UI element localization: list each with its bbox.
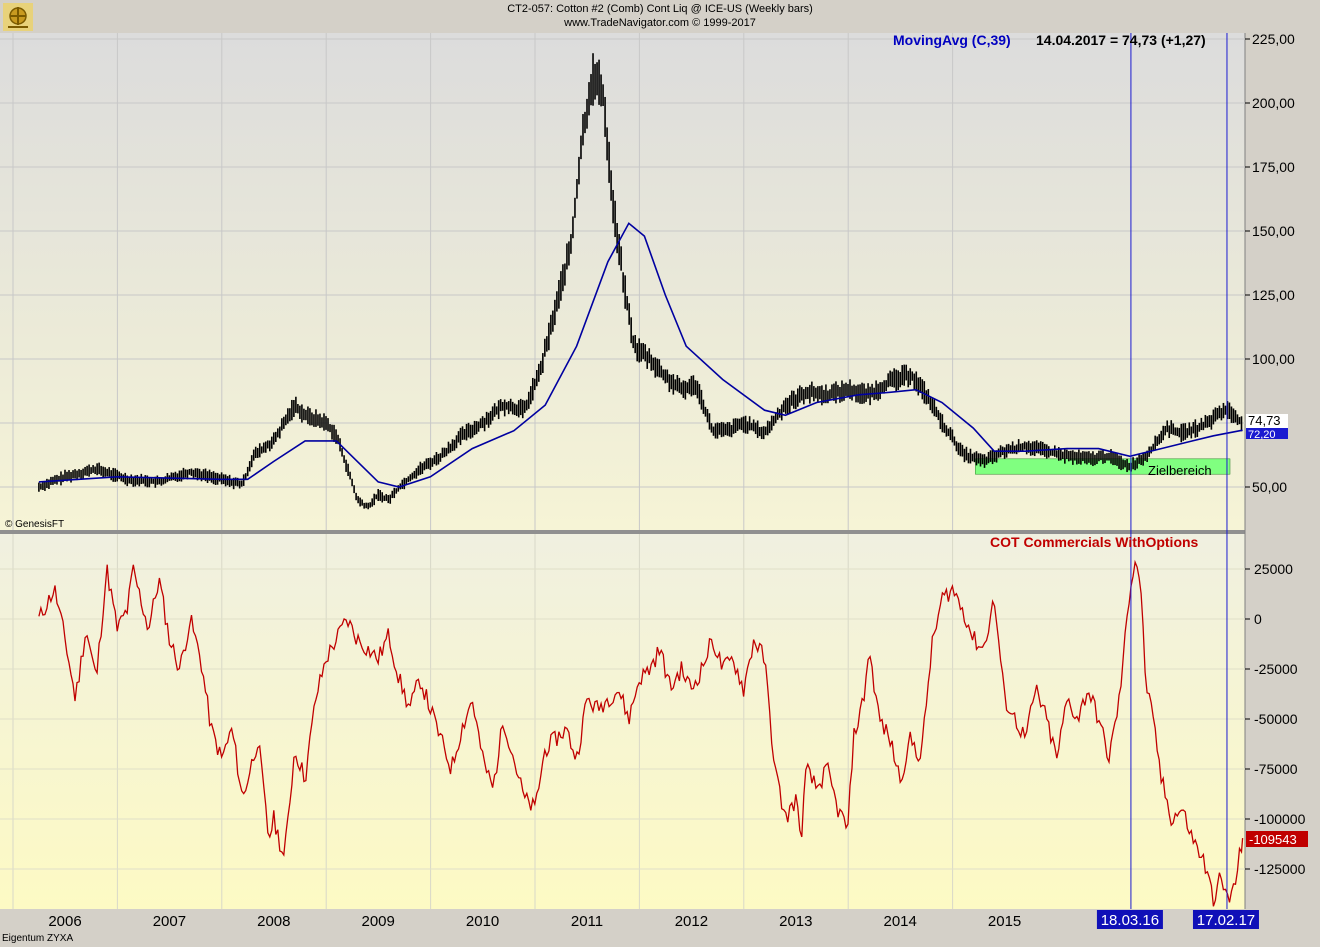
x-tick-label: 2009 bbox=[362, 913, 395, 930]
cot-tick-label: 0 bbox=[1254, 611, 1262, 627]
last-price-badge bbox=[1246, 414, 1288, 428]
date-marker-badge[interactable] bbox=[1096, 910, 1163, 929]
price-tick-label: 125,00 bbox=[1252, 287, 1295, 303]
x-tick-label: 2013 bbox=[779, 913, 812, 930]
cot-tick-label: -75000 bbox=[1254, 761, 1298, 777]
x-tick-label: 2008 bbox=[257, 913, 290, 930]
cot-label: COT Commercials WithOptions bbox=[990, 534, 1199, 550]
ma-value-badge bbox=[1246, 428, 1288, 439]
indicator-value: 14.04.2017 = 74,73 (+1,27) bbox=[1036, 32, 1206, 48]
panel-divider[interactable] bbox=[0, 530, 1245, 534]
chart-title: CT2-057: Cotton #2 (Comb) Cont Liq @ ICE… bbox=[507, 3, 813, 15]
x-tick-label: 2007 bbox=[153, 913, 186, 930]
cot-tick-label: -50000 bbox=[1254, 711, 1298, 727]
x-tick-label: 2015 bbox=[988, 913, 1021, 930]
target-zone-label: Zielbereich bbox=[1148, 463, 1212, 478]
copyright-label: © GenesisFT bbox=[5, 519, 64, 530]
x-tick-label: 2014 bbox=[884, 913, 917, 930]
last-price-label: 74,73 bbox=[1248, 413, 1281, 428]
owner-label: Eigentum ZYXA bbox=[2, 933, 74, 944]
chart-subtitle: www.TradeNavigator.com © 1999-2017 bbox=[564, 17, 756, 29]
cot-tick-label: -25000 bbox=[1254, 661, 1298, 677]
date-marker-label: 18.03.16 bbox=[1101, 912, 1159, 929]
cot-last-label: -109543 bbox=[1249, 832, 1297, 847]
cot-tick-label: -125000 bbox=[1254, 861, 1306, 877]
price-tick-label: 50,00 bbox=[1252, 479, 1287, 495]
ma-value-label: 72,20 bbox=[1248, 429, 1276, 441]
indicator-label: MovingAvg (C,39) bbox=[893, 32, 1011, 48]
x-tick-label: 2010 bbox=[466, 913, 499, 930]
date-marker-label: 17.02.17 bbox=[1197, 912, 1255, 929]
cot-last-badge bbox=[1246, 831, 1308, 847]
y-axis-area bbox=[1245, 33, 1320, 909]
price-tick-label: 150,00 bbox=[1252, 223, 1295, 239]
date-marker-badge[interactable] bbox=[1192, 910, 1259, 929]
cot-line bbox=[38, 559, 1244, 907]
x-tick-label: 2012 bbox=[675, 913, 708, 930]
price-tick-label: 225,00 bbox=[1252, 31, 1295, 47]
trade-navigator-logo-icon[interactable] bbox=[3, 3, 33, 31]
price-tick-label: 175,00 bbox=[1252, 159, 1295, 175]
price-tick-label: 200,00 bbox=[1252, 95, 1295, 111]
x-tick-label: 2011 bbox=[571, 913, 603, 930]
price-tick-label: 100,00 bbox=[1252, 351, 1295, 367]
cot-tick-label: -100000 bbox=[1254, 811, 1306, 827]
cot-tick-label: 25000 bbox=[1254, 561, 1293, 577]
grid-lines bbox=[0, 33, 1245, 909]
cot-panel-bg bbox=[0, 534, 1245, 909]
x-tick-label: 2006 bbox=[48, 913, 81, 930]
moving-average-line bbox=[38, 222, 1243, 488]
